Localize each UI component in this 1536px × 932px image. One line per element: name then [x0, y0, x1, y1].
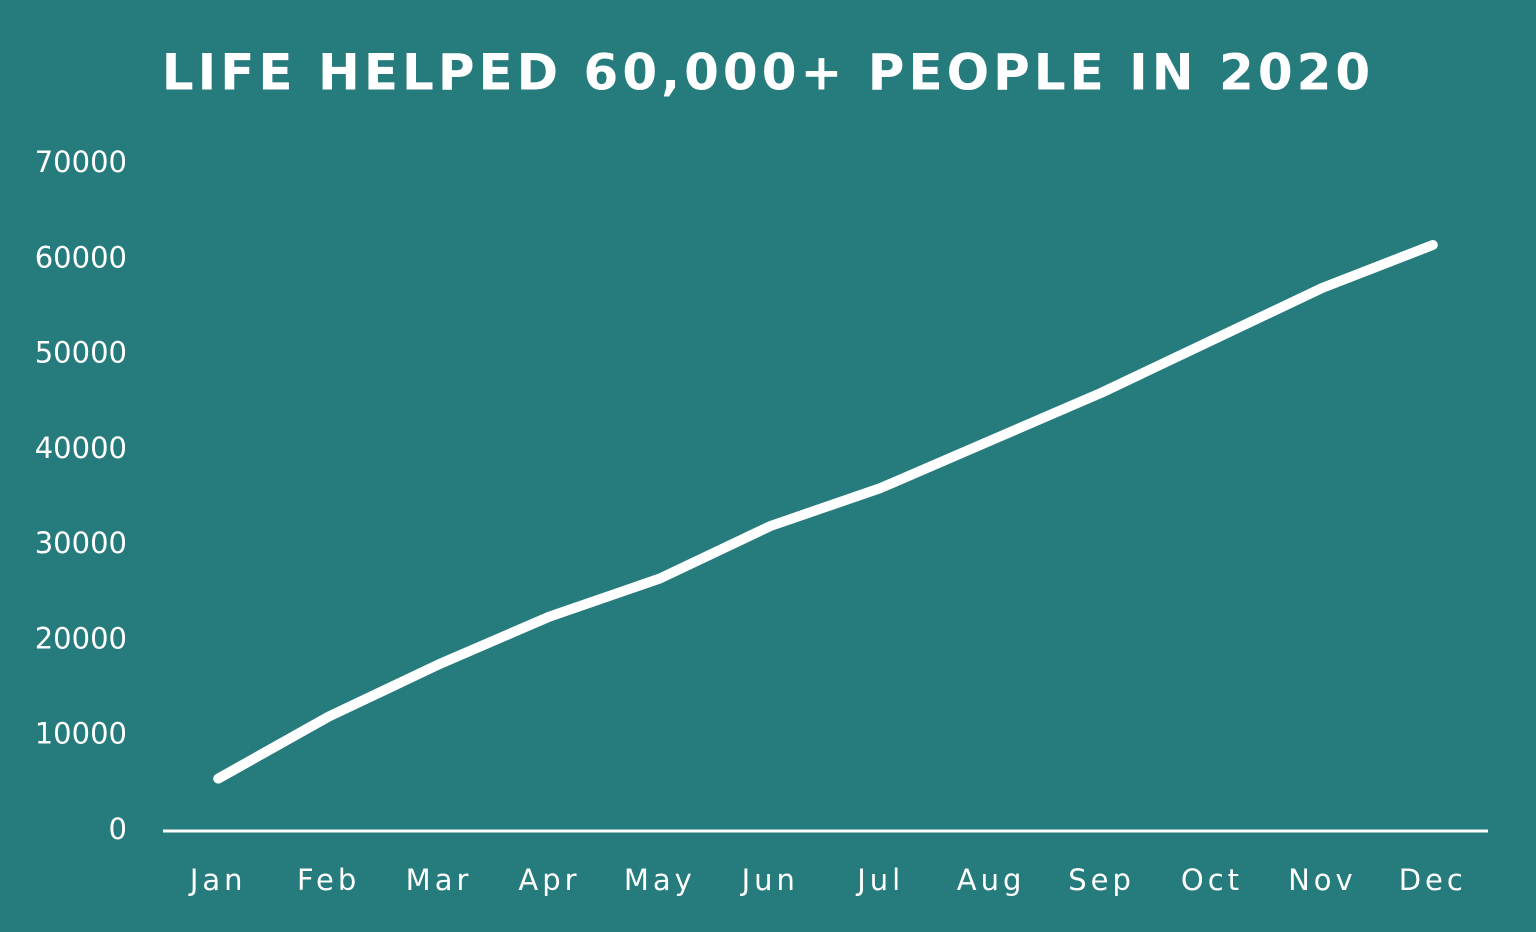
x-tick-label: Nov — [1288, 863, 1357, 897]
y-tick-label: 40000 — [35, 431, 127, 465]
y-tick-label: 20000 — [35, 621, 127, 655]
data-line — [213, 239, 1438, 784]
y-tick-label: 0 — [109, 812, 127, 846]
x-tick-label: Mar — [406, 863, 473, 897]
x-tick-label: Aug — [957, 863, 1026, 897]
x-tick-label: Feb — [297, 863, 360, 897]
y-tick-label: 60000 — [35, 240, 127, 274]
x-tick-label: May — [624, 863, 696, 897]
x-tick-label: Apr — [518, 863, 580, 897]
x-tick-label: Jul — [855, 863, 904, 897]
y-tick-label: 10000 — [35, 717, 127, 751]
y-tick-label: 70000 — [35, 145, 127, 179]
x-tick-label: Jan — [188, 863, 247, 897]
chart-title: LIFE HELPED 60,000+ PEOPLE IN 2020 — [162, 44, 1374, 102]
x-tick-label: Jun — [740, 863, 799, 897]
y-tick-label: 50000 — [35, 336, 127, 370]
x-tick-label: Sep — [1068, 863, 1135, 897]
y-tick-label: 30000 — [35, 526, 127, 560]
x-tick-label: Oct — [1181, 863, 1243, 897]
x-tick-label: Dec — [1399, 863, 1467, 897]
